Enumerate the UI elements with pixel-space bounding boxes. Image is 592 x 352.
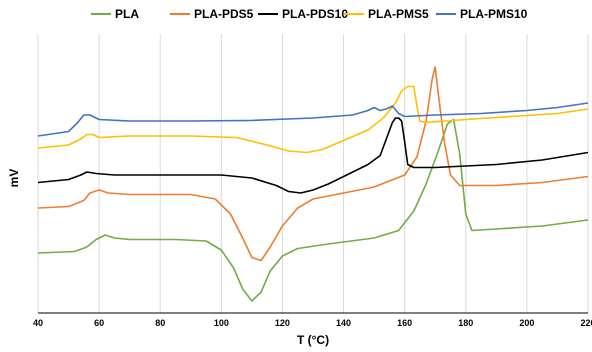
x-tick-label-200: 200: [519, 318, 534, 328]
legend: PLA PLA-PDS5 PLA-PDS10 PLA-PMS5 PLA-PMS10: [91, 7, 528, 21]
x-tick-label-80: 80: [155, 318, 165, 328]
legend-label-pla-pds5: PLA-PDS5: [194, 7, 254, 21]
x-axis-title: T (°C): [297, 333, 329, 347]
legend-label-pla-pms5: PLA-PMS5: [368, 7, 429, 21]
legend-label-pla-pds10: PLA-PDS10: [282, 7, 348, 21]
x-tick-label-100: 100: [214, 318, 229, 328]
legend-label-pla-pms10: PLA-PMS10: [460, 7, 528, 21]
x-tick-label-40: 40: [33, 318, 43, 328]
x-tick-label-220: 220: [580, 318, 592, 328]
x-tick-label-160: 160: [397, 318, 412, 328]
x-tick-labels: 40 60 80 100 120 140 160 180 200 220: [33, 318, 592, 328]
x-tick-label-60: 60: [94, 318, 104, 328]
series-line-pla: [37, 118, 589, 302]
x-tick-label-180: 180: [458, 318, 473, 328]
series-lines: [37, 66, 589, 302]
series-line-pla-pds10: [37, 117, 589, 194]
y-axis-title: mV: [7, 169, 21, 188]
series-line-pla-pms10: [37, 102, 589, 137]
legend-label-pla: PLA: [115, 7, 139, 21]
series-line-pla-pms5: [37, 85, 589, 154]
series-line-pla-pds5: [37, 66, 589, 262]
x-tick-label-140: 140: [336, 318, 351, 328]
x-tick-label-120: 120: [275, 318, 290, 328]
vertical-grid: [37, 34, 589, 313]
